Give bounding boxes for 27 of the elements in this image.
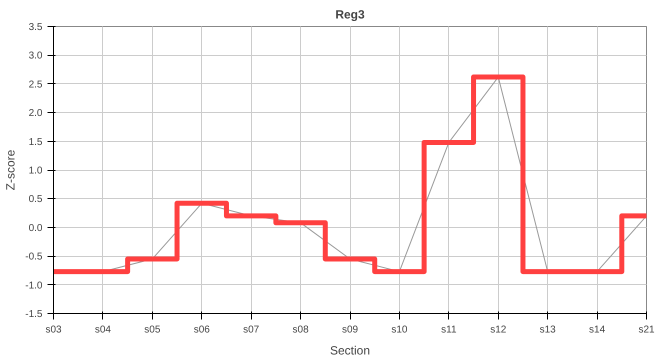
y-tick-label: 0.5 [28,194,43,206]
x-tick-label: s21 [638,324,655,336]
x-tick-label: s05 [144,324,161,336]
y-tick-label: 3.5 [28,22,43,33]
y-tick-label: -0.5 [25,252,43,263]
y-axis-title: Z-score [3,149,18,190]
y-tick-label: -1.0 [25,280,43,292]
x-tick-label: s12 [490,324,507,336]
x-tick-label: s03 [45,324,62,336]
x-tick-label: s06 [194,324,210,336]
x-tick-label: s13 [540,324,556,336]
y-tick-label: 1.0 [28,166,43,176]
x-tick-label: s04 [94,324,112,336]
x-tick-label: s10 [391,324,408,336]
y-tick-label: 0.0 [28,222,43,234]
y-tick-label: 2.0 [28,108,43,120]
x-axis-title: Section [330,344,370,358]
x-tick-label: s14 [589,324,606,336]
x-tick-label: s08 [292,324,310,336]
y-tick-label: 3.0 [28,50,43,62]
y-tick-label: 2.5 [28,79,43,90]
x-tick-label: s11 [441,324,457,336]
y-tick-label: -1.5 [25,309,43,320]
x-tick-label: s09 [342,324,358,336]
chart-title: Reg3 [335,8,365,22]
x-tick-label: s07 [243,324,260,336]
y-tick-label: 1.5 [28,136,43,148]
